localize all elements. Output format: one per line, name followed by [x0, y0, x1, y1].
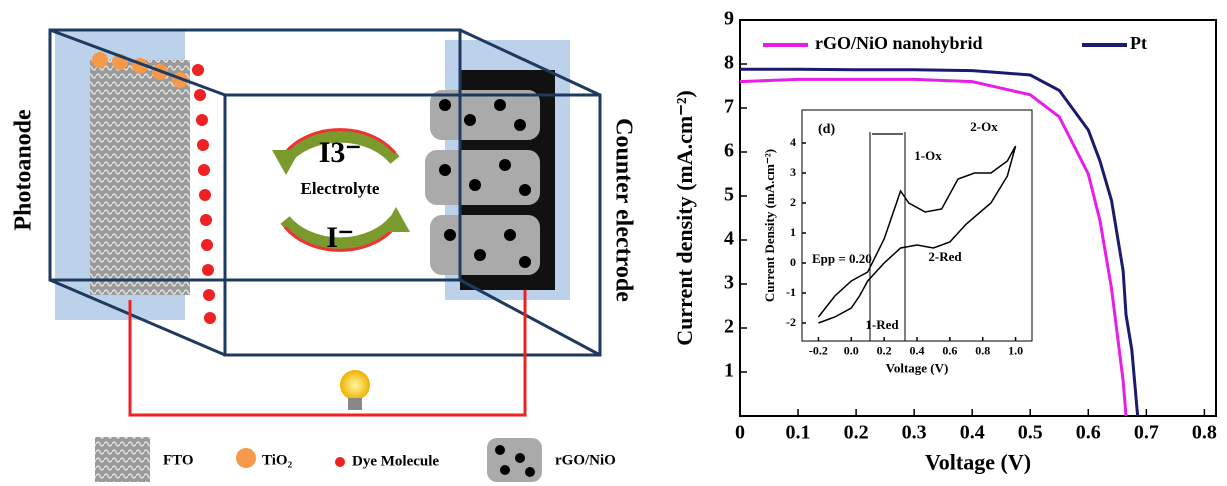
y-tick-label: 4 [724, 228, 734, 250]
x-tick-label: 0.5 [1018, 422, 1043, 444]
annotation: 2-Red [928, 249, 962, 264]
y-tick-label: 5 [724, 184, 734, 206]
y-axis-label: Current density (mA.cm⁻²) [672, 90, 697, 345]
electrolyte-label: Electrolyte [301, 179, 380, 198]
x-tick-label: 0.4 [960, 422, 985, 444]
schematic: Photoanode Counter electrode Electrolyte… [11, 28, 637, 482]
y-tick-label: 6 [724, 140, 734, 162]
bulb [340, 370, 370, 400]
circuit-wire [128, 290, 527, 417]
tio2-swatch [236, 448, 256, 468]
y-tick-label: 4 [790, 135, 796, 149]
y-tick-label: 1 [790, 225, 796, 239]
dye-column [192, 64, 216, 324]
x-axis-label: Voltage (V) [886, 361, 949, 376]
legend-label: TiO₂ [262, 452, 293, 468]
y-tick-label: 2 [790, 195, 796, 209]
panel-label: (d) [818, 122, 835, 137]
x-tick-label: 0.8 [975, 344, 990, 358]
legend-label: Pt [1130, 33, 1147, 53]
line-series [740, 67, 1140, 417]
rgo-swatch [487, 438, 542, 482]
x-axis-label: Voltage (V) [925, 449, 1031, 474]
x-tick-label: -0.2 [809, 344, 828, 358]
cell-box [48, 28, 602, 357]
y-axis-label: Current Density (mA.cm⁻²) [762, 149, 777, 302]
x-tick-label: 0.6 [942, 344, 957, 358]
y-tick-label: -1 [786, 285, 796, 299]
x-tick-label: 0.6 [1076, 422, 1101, 444]
y-tick-label: 1 [724, 360, 734, 382]
x-tick-label: 0.8 [1192, 422, 1217, 444]
legend-label: rGO/NiO [555, 452, 616, 468]
legend-label: FTO [163, 452, 194, 468]
y-tick-label: -2 [786, 315, 796, 329]
annotation: 2-Ox [970, 119, 998, 134]
annotation: 1-Ox [914, 148, 942, 163]
y-tick-label: 3 [724, 272, 734, 294]
photoanode-film [90, 60, 190, 295]
y-tick-label: 2 [724, 316, 734, 338]
x-tick-label: 0.7 [1134, 422, 1159, 444]
x-tick-label: 0.2 [877, 344, 892, 358]
counter-label: Counter electrode [610, 118, 636, 302]
photoanode-label: Photoanode [11, 109, 37, 231]
y-tick-label: 7 [724, 96, 734, 118]
ion-label: I3⁻ [319, 136, 362, 169]
annotation: Epp = 0.20 [812, 251, 872, 266]
x-tick-label: 0.2 [844, 422, 869, 444]
y-tick-label: 9 [724, 8, 734, 30]
y-tick-label: 3 [790, 165, 796, 179]
x-tick-label: 0.0 [844, 344, 859, 358]
plot-frame [801, 109, 1033, 342]
bulb-base [348, 398, 362, 410]
x-tick-label: 1.0 [1008, 344, 1023, 358]
dye-swatch [335, 457, 345, 467]
legend-label: Dye Molecule [352, 453, 439, 469]
ion-label: I⁻ [326, 221, 354, 254]
y-tick-label: 8 [724, 52, 734, 74]
x-tick-label: 0.3 [902, 422, 927, 444]
x-tick-label: 0 [735, 422, 745, 444]
fto-swatch [95, 437, 150, 482]
legend-label: rGO/NiO nanohybrid [815, 33, 983, 53]
y-tick-label: 0 [790, 255, 796, 269]
annotation: 1-Red [865, 317, 899, 332]
line-series [739, 77, 1128, 417]
line-series [817, 145, 1017, 324]
x-tick-label: 0.1 [786, 422, 811, 444]
rgo-flakes [425, 90, 540, 275]
redox-arrows [272, 128, 410, 252]
x-tick-label: 0.4 [910, 344, 925, 358]
